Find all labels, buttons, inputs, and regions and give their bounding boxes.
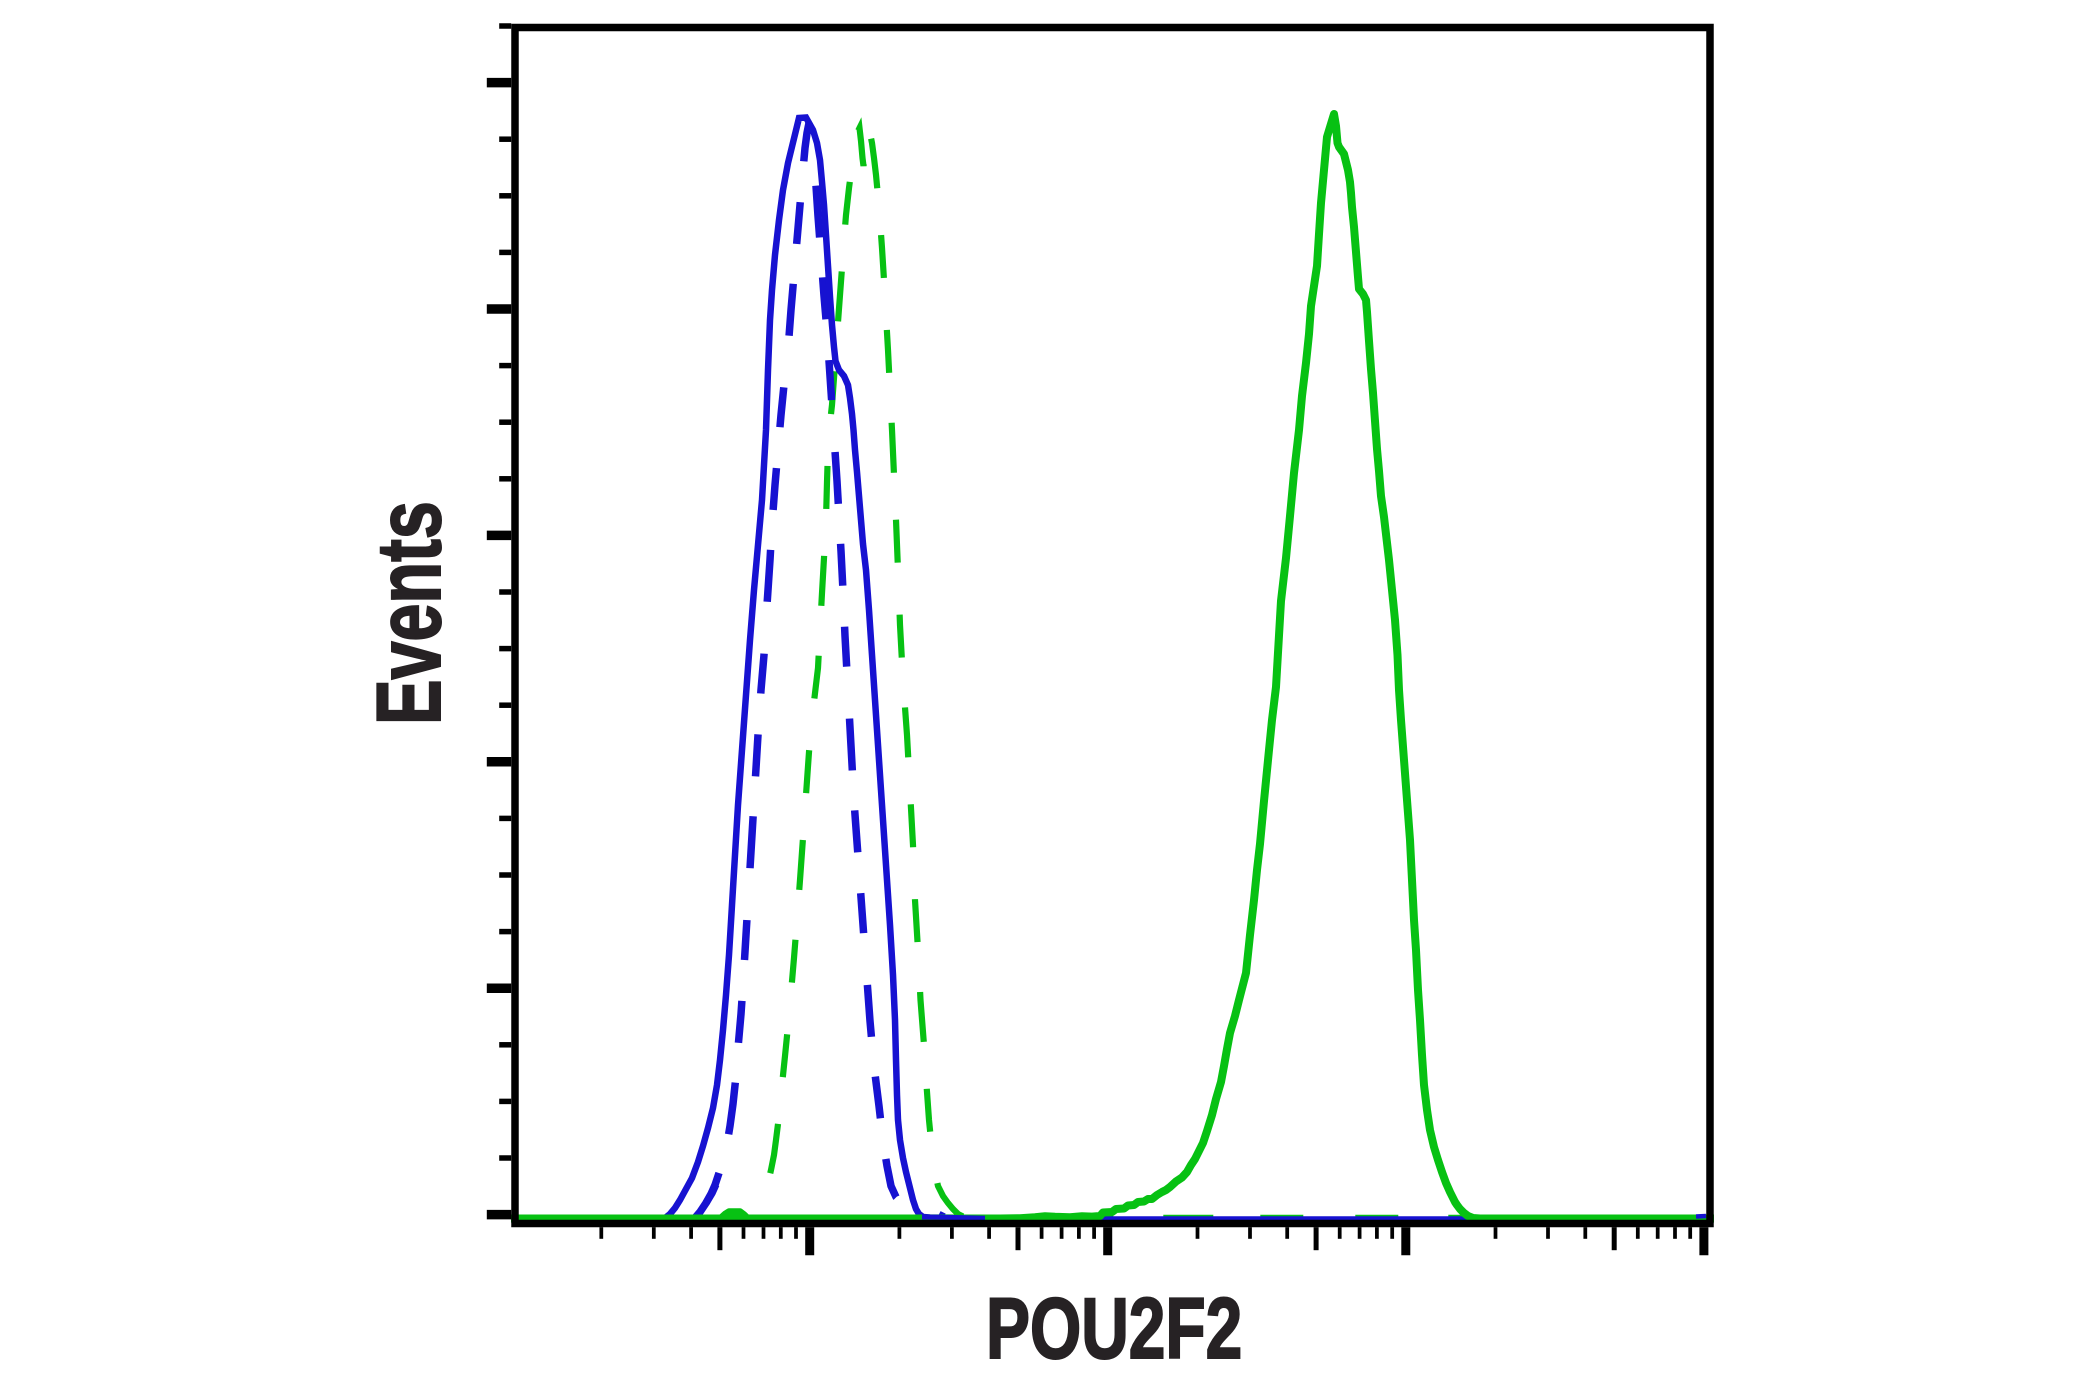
svg-text:POU2F2: POU2F2 xyxy=(986,1280,1242,1377)
svg-text:Events: Events xyxy=(359,501,461,725)
